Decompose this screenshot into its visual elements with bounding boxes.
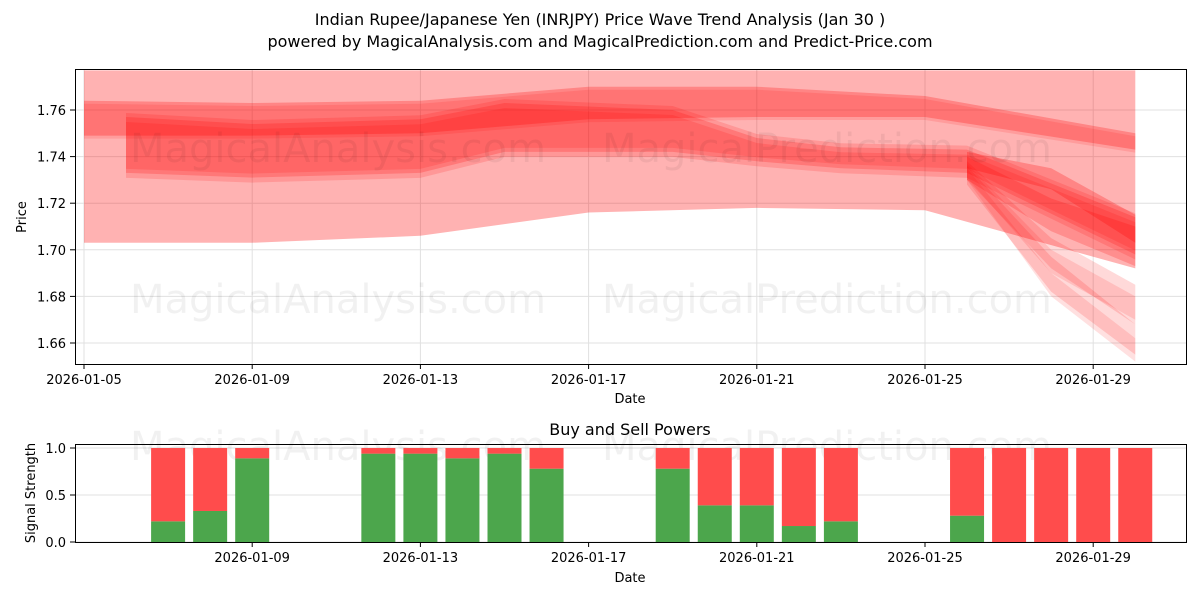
- watermark-prediction-2: MagicalPrediction.com: [602, 277, 1052, 323]
- buy-bar: [151, 521, 186, 542]
- price-grid: [76, 70, 1186, 364]
- sell-bar: [403, 448, 438, 454]
- sell-bar: [823, 448, 858, 522]
- price-band: [967, 156, 1136, 267]
- signal-chart-title: Buy and Sell Powers: [549, 420, 711, 439]
- x-tick-label: 2026-01-17: [551, 551, 627, 566]
- buy-bar: [403, 453, 438, 542]
- watermark-prediction: MagicalPrediction.com: [602, 126, 1052, 172]
- x-tick-label: 2026-01-29: [1055, 551, 1131, 566]
- chart-subtitle: powered by MagicalAnalysis.com and Magic…: [267, 32, 933, 51]
- price-band: [84, 70, 1136, 269]
- x-tick-label: 2026-01-13: [383, 373, 459, 388]
- y-tick-label: 1.66: [37, 337, 66, 352]
- price-band: [126, 99, 1136, 251]
- price-bands: [84, 70, 1136, 362]
- buy-bar: [655, 468, 690, 542]
- y-tick-label: 0.5: [45, 489, 66, 504]
- price-axis-ticks: 2026-01-05 2026-01-09 2026-01-13 2026-01-17…: [37, 104, 1131, 388]
- sell-bar: [235, 448, 270, 459]
- sell-bar: [193, 448, 228, 511]
- price-band: [126, 103, 1136, 255]
- y-tick-label: 0.0: [45, 536, 66, 551]
- sell-bar: [1076, 448, 1111, 542]
- price-band: [126, 108, 1136, 260]
- sell-bar: [1118, 448, 1153, 542]
- sell-bar: [361, 448, 396, 454]
- buy-bar: [445, 458, 480, 542]
- watermark-analysis: MagicalAnalysis.com: [130, 126, 546, 172]
- y-tick-label: 1.74: [37, 151, 66, 166]
- y-tick-label: 1.72: [37, 197, 66, 212]
- buy-bar: [361, 453, 396, 542]
- buy-bar: [950, 515, 985, 542]
- price-x-axis-label: Date: [614, 392, 645, 407]
- signal-y-axis-label: Signal Strength: [24, 443, 39, 543]
- sell-bar: [781, 448, 816, 527]
- buy-bar: [697, 505, 732, 542]
- chart-title: Indian Rupee/Japanese Yen (INRJPY) Price…: [314, 10, 886, 29]
- sell-bar: [1034, 448, 1069, 542]
- x-tick-label: 2026-01-09: [214, 373, 290, 388]
- buy-bar: [193, 510, 228, 542]
- y-tick-label: 1.70: [37, 244, 66, 259]
- price-band: [84, 86, 1136, 150]
- signal-bars: [151, 448, 1153, 542]
- x-tick-label: 2026-01-09: [214, 551, 290, 566]
- price-plot-frame: [75, 69, 1187, 365]
- x-tick-label: 2026-01-21: [719, 373, 795, 388]
- y-tick-label: 1.76: [37, 104, 66, 119]
- x-tick-label: 2026-01-25: [887, 551, 963, 566]
- sell-bar: [445, 448, 480, 459]
- watermark-analysis-2: MagicalAnalysis.com: [130, 277, 546, 323]
- watermark-analysis-3: MagicalAnalysis.com: [130, 424, 546, 470]
- sell-bar: [992, 448, 1027, 542]
- signal-x-axis-label: Date: [614, 571, 645, 586]
- price-band: [967, 151, 1136, 243]
- x-tick-label: 2026-01-25: [887, 373, 963, 388]
- buy-bar: [529, 468, 564, 542]
- x-tick-label: 2026-01-05: [46, 373, 122, 388]
- price-band: [84, 89, 1136, 153]
- sell-bar: [529, 448, 564, 469]
- price-band: [967, 168, 1136, 362]
- price-band: [967, 163, 1136, 320]
- buy-bar: [487, 453, 522, 542]
- sell-bar: [151, 448, 186, 522]
- signal-axis-ticks: 0.0 0.5 1.0 2026-01-09 2026-01-13 2026-01-17 2…: [45, 442, 1131, 566]
- price-band: [967, 161, 1136, 325]
- sell-bar: [739, 448, 774, 506]
- price-y-axis-label: Price: [15, 201, 30, 233]
- buy-bar: [739, 505, 774, 542]
- buy-bar: [823, 521, 858, 542]
- x-tick-label: 2026-01-21: [719, 551, 795, 566]
- x-tick-label: 2026-01-17: [551, 373, 627, 388]
- buy-bar: [781, 526, 816, 542]
- signal-plot-frame: [75, 444, 1187, 543]
- sell-bar: [487, 448, 522, 454]
- y-tick-label: 1.0: [45, 442, 66, 457]
- sell-bar: [950, 448, 985, 516]
- price-band: [967, 165, 1136, 355]
- y-tick-label: 1.68: [37, 290, 66, 305]
- buy-bar: [235, 458, 270, 542]
- x-tick-label: 2026-01-29: [1055, 373, 1131, 388]
- sell-bar: [655, 448, 690, 469]
- x-tick-label: 2026-01-13: [383, 551, 459, 566]
- sell-bar: [697, 448, 732, 506]
